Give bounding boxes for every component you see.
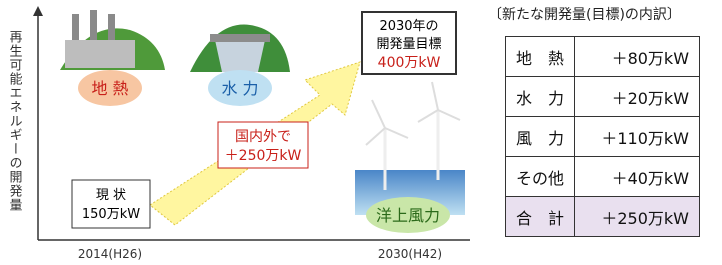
current-text: 現 状	[96, 188, 126, 203]
bubble-label: 地 熱	[91, 79, 128, 98]
row-value: ＋80万kW	[575, 37, 700, 77]
hydro-icon	[190, 25, 290, 72]
row-label: 風 力	[506, 117, 575, 157]
arrow-label: ＋250万kW	[225, 148, 302, 164]
wind-icon	[355, 82, 465, 215]
target-value: 400万kW	[378, 55, 441, 71]
page: 再生可能エネルギーの開発量 2014(H26) 2030(H42) 地 熱 水 …	[0, 0, 722, 265]
x-label: 2030(H42)	[378, 247, 442, 261]
table-row: 地 熱＋80万kW	[506, 37, 700, 77]
table-row: 風 力＋110万kW	[506, 117, 700, 157]
row-value: ＋40万kW	[575, 157, 700, 197]
table-title: 〔新たな開発量(目標)の内訳〕	[488, 4, 681, 24]
y-axis-label: 再生可能エネルギーの開発量	[7, 30, 23, 212]
bubble-label: 洋上風力	[376, 206, 440, 225]
row-value: ＋110万kW	[575, 117, 700, 157]
x-label: 2014(H26)	[78, 247, 142, 261]
bubble-label: 水 力	[221, 79, 258, 98]
row-label: 水 力	[506, 77, 575, 117]
geothermal-icon	[60, 10, 165, 70]
row-label: 合 計	[506, 197, 575, 237]
row-value: ＋250万kW	[575, 197, 700, 237]
row-label: 地 熱	[506, 37, 575, 77]
target-text: 開発量目標	[376, 37, 441, 52]
table-row: その他＋40万kW	[506, 157, 700, 197]
row-label: その他	[506, 157, 575, 197]
current-text: 150万kW	[82, 207, 140, 222]
target-text: 2030年の	[379, 19, 438, 34]
row-value: ＋20万kW	[575, 77, 700, 117]
diagram: 再生可能エネルギーの開発量 2014(H26) 2030(H42) 地 熱 水 …	[0, 0, 480, 265]
arrow-label: 国内外で	[235, 129, 291, 145]
table-row: 水 力＋20万kW	[506, 77, 700, 117]
table-row: 合 計＋250万kW	[506, 197, 700, 237]
y-arrow	[33, 6, 43, 16]
